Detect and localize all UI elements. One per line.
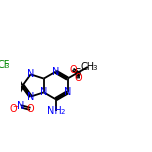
- Text: N: N: [64, 87, 71, 97]
- Text: CF: CF: [0, 60, 9, 70]
- Text: 3: 3: [93, 65, 97, 71]
- Text: N: N: [52, 67, 59, 77]
- Text: O: O: [74, 73, 82, 83]
- Text: N: N: [27, 69, 34, 79]
- Text: CH: CH: [81, 62, 95, 72]
- Text: N: N: [17, 101, 24, 111]
- Text: N: N: [40, 87, 47, 97]
- Text: N: N: [27, 92, 34, 102]
- Text: O: O: [69, 65, 77, 74]
- Text: −: −: [13, 104, 19, 110]
- Text: 3: 3: [5, 64, 9, 69]
- Text: S: S: [74, 68, 81, 78]
- Text: NH: NH: [47, 106, 62, 116]
- Text: O: O: [26, 104, 34, 114]
- Text: 2: 2: [60, 109, 65, 115]
- Text: O: O: [9, 104, 17, 114]
